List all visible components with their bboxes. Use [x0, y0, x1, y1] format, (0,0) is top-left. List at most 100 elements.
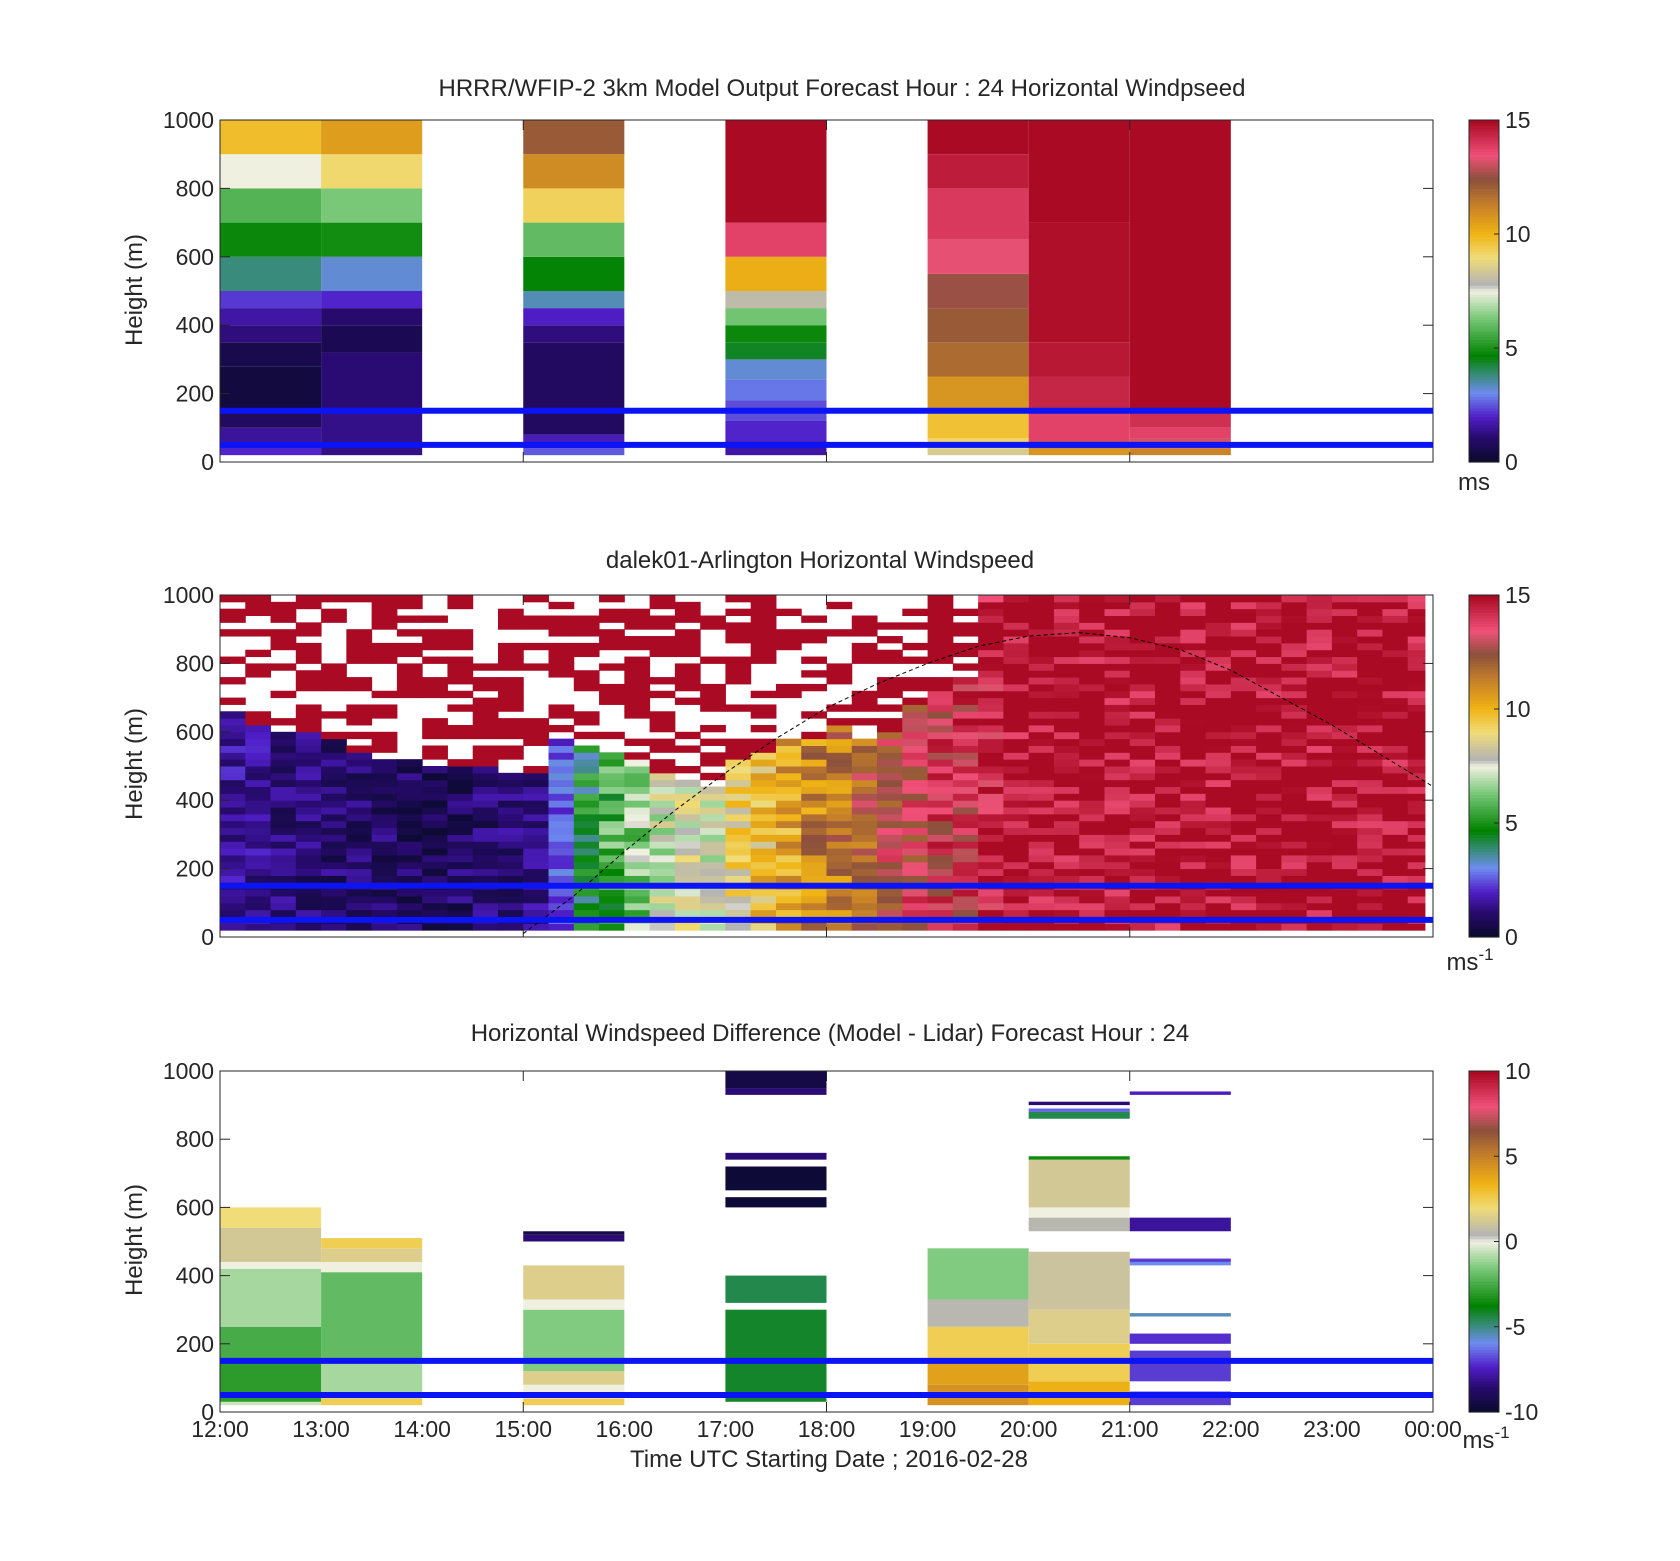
heatmap-cell [396, 827, 423, 835]
colorbar-segment [1469, 165, 1499, 170]
heatmap-cell [599, 595, 625, 603]
colorbar-segment [1469, 1360, 1499, 1365]
heatmap-cell [750, 642, 777, 651]
heatmap-cell [295, 677, 322, 685]
heatmap-cell [422, 902, 448, 911]
heatmap-cell [1104, 697, 1131, 705]
heatmap-cell [295, 895, 322, 904]
heatmap-cell [1155, 738, 1181, 746]
heatmap-cell [270, 895, 297, 904]
colorbar-segment [1469, 857, 1499, 861]
heatmap-cell [447, 841, 474, 849]
heatmap-cell [346, 656, 373, 664]
colorbar-segment [1469, 356, 1499, 360]
heatmap-cell [978, 841, 1004, 849]
heatmap-cell [1230, 807, 1257, 815]
heatmap-cell [1306, 759, 1333, 767]
heatmap-cell [1129, 448, 1231, 456]
heatmap-cell [1028, 636, 1055, 644]
heatmap-cell [1079, 820, 1105, 829]
heatmap-cell [978, 711, 1004, 719]
heatmap-cell [927, 868, 954, 876]
heatmap-cell [851, 704, 878, 712]
heatmap-cell [750, 622, 777, 630]
heatmap-cell [573, 889, 600, 897]
heatmap-cell [927, 731, 954, 740]
heatmap-cell [1155, 786, 1181, 794]
heatmap-cell [1281, 704, 1308, 712]
heatmap-cell [1281, 807, 1308, 815]
heatmap-cell [497, 923, 524, 931]
colorbar-segment [1469, 1127, 1499, 1132]
heatmap-cell [1053, 642, 1080, 651]
heatmap-cell [321, 848, 347, 856]
heatmap-cell [1281, 834, 1308, 842]
heatmap-cell [447, 779, 474, 788]
heatmap-cell [826, 738, 853, 746]
heatmap-cell [952, 724, 979, 733]
heatmap-cell [700, 793, 726, 801]
heatmap-cell [1129, 766, 1156, 774]
heatmap-cell [624, 868, 651, 876]
heatmap-cell [1079, 759, 1105, 767]
heatmap-cell [624, 697, 651, 705]
heatmap-cell [674, 642, 701, 651]
heatmap-cell [1306, 656, 1333, 664]
heatmap-cell [1205, 649, 1232, 658]
colorbar-segment [1469, 444, 1499, 449]
heatmap-cell [548, 759, 575, 767]
heatmap-cell [952, 738, 979, 746]
y-tick-label: 800 [176, 650, 214, 676]
heatmap-cell [1104, 895, 1131, 904]
heatmap-cell [649, 820, 676, 829]
x-tick-label: 19:00 [899, 1416, 957, 1442]
heatmap-cell [1003, 595, 1030, 603]
colorbar-segment [1469, 1255, 1499, 1260]
heatmap-cell [1053, 711, 1080, 719]
colorbar-segment [1469, 911, 1499, 915]
heatmap-cell [1028, 704, 1055, 712]
colorbar-segment [1469, 1124, 1499, 1129]
heatmap-cell [952, 731, 979, 740]
heatmap-cell [1407, 875, 1426, 883]
colorbar-segment [1469, 154, 1499, 158]
y-tick-label: 600 [176, 1194, 214, 1220]
heatmap-cell [1079, 745, 1105, 753]
heatmap-cell [927, 841, 954, 849]
heatmap-cell [1382, 601, 1409, 610]
colorbar-segment [1469, 1250, 1499, 1254]
heatmap-cell [295, 827, 322, 835]
heatmap-cell [1104, 889, 1131, 897]
y-tick-label: 0 [201, 449, 214, 475]
heatmap-cell [1256, 711, 1282, 719]
colorbar-segment [1469, 291, 1499, 295]
colorbar-segment [1469, 125, 1499, 130]
x-tick-label: 14:00 [393, 1416, 451, 1442]
heatmap-cell [1155, 868, 1181, 876]
heatmap-cell [624, 615, 651, 623]
heatmap-cell [245, 848, 272, 856]
heatmap-cell [245, 909, 272, 917]
heatmap-cell [1028, 1101, 1130, 1106]
heatmap-cell [750, 649, 777, 658]
heatmap-cell [295, 601, 322, 610]
heatmap-cell [927, 656, 954, 664]
heatmap-cell [1382, 800, 1409, 808]
heatmap-cell [1129, 895, 1156, 904]
panel-model-colorbar-unit: ms [1458, 469, 1490, 496]
heatmap-cell [725, 909, 752, 917]
colorbar-segment [1469, 148, 1499, 152]
heatmap-cell [447, 690, 474, 699]
heatmap-cell [1382, 677, 1409, 685]
colorbar-segment [1469, 1167, 1499, 1172]
heatmap-cell [674, 854, 701, 863]
heatmap-cell [548, 772, 575, 781]
heatmap-cell [877, 868, 903, 876]
heatmap-cell [523, 222, 625, 257]
colorbar-segment [1469, 825, 1499, 830]
colorbar-segment [1469, 766, 1499, 770]
heatmap-cell [725, 1197, 827, 1208]
colorbar-segment [1469, 800, 1499, 804]
heatmap-cell [422, 772, 448, 781]
colorbar-segment [1469, 931, 1499, 935]
